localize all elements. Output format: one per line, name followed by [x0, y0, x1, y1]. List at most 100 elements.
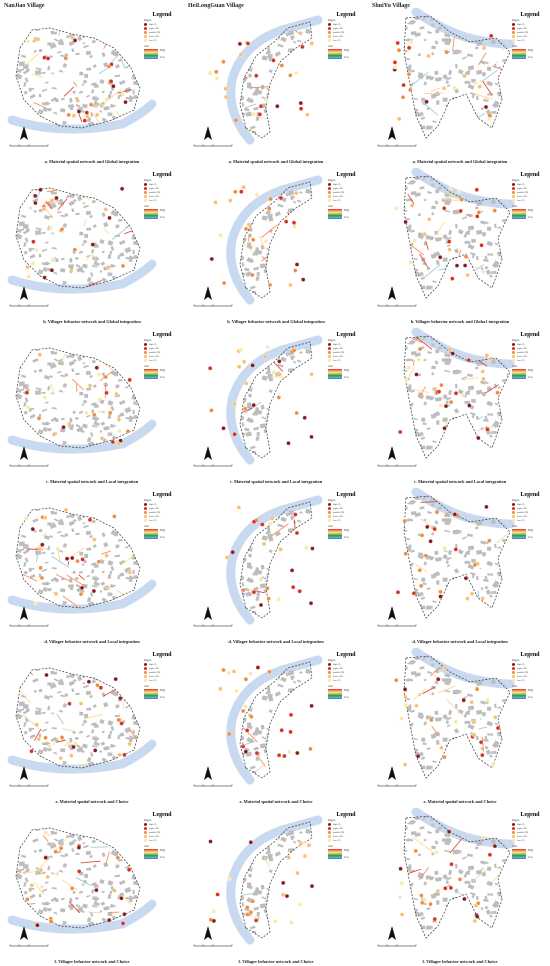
- building: [320, 404, 323, 407]
- degree-dot-icon: [144, 831, 147, 834]
- axis-color-ramp: [328, 849, 342, 859]
- building: [308, 758, 315, 765]
- axis-label: Axis: [144, 845, 180, 848]
- building: [492, 298, 496, 301]
- degree-node: [45, 673, 49, 677]
- legend-title: Legend: [144, 492, 180, 498]
- building: [474, 284, 478, 288]
- building: [275, 250, 280, 254]
- building: [244, 347, 248, 351]
- building: [409, 443, 413, 447]
- building: [399, 104, 405, 107]
- building: [266, 888, 269, 891]
- building: [390, 207, 394, 211]
- building: [211, 674, 215, 676]
- building: [89, 375, 92, 378]
- building: [147, 865, 152, 870]
- building: [406, 199, 409, 201]
- building: [48, 428, 52, 431]
- building: [53, 112, 57, 115]
- building: [103, 222, 109, 228]
- degree-node: [303, 416, 307, 420]
- building: [139, 443, 142, 447]
- degree-dot-icon: [512, 31, 515, 34]
- building: [460, 18, 464, 20]
- legend-item-label: lower (IV): [517, 35, 527, 38]
- panel-caption: b. Villager behavior network and Global …: [186, 319, 366, 324]
- building: [87, 663, 92, 667]
- degree-node: [482, 46, 486, 50]
- building: [320, 884, 323, 887]
- building: [203, 230, 206, 232]
- building: [269, 389, 273, 392]
- building: [261, 896, 266, 899]
- building: [335, 543, 341, 548]
- building: [25, 28, 30, 31]
- building: [24, 411, 27, 414]
- building: [262, 215, 268, 220]
- building: [44, 375, 50, 380]
- building: [115, 384, 120, 389]
- building: [50, 830, 54, 834]
- street-segment: [311, 896, 327, 903]
- building: [275, 730, 280, 734]
- building: [54, 336, 57, 340]
- building: [141, 285, 145, 289]
- street-segment: [295, 135, 304, 136]
- building: [333, 601, 338, 603]
- building: [94, 262, 100, 266]
- high-label: High: [528, 209, 533, 212]
- building: [147, 65, 152, 70]
- building: [108, 339, 114, 342]
- building: [86, 211, 91, 215]
- building: [143, 59, 146, 63]
- building: [516, 434, 519, 438]
- building: [308, 737, 311, 741]
- building: [285, 249, 290, 254]
- building: [442, 19, 448, 22]
- degree-dot-icon: [328, 35, 331, 38]
- building: [14, 447, 20, 453]
- building: [432, 440, 436, 443]
- degree-dot-icon: [328, 827, 331, 830]
- axis-label: Axis: [328, 365, 364, 368]
- low-label: Low: [344, 56, 349, 59]
- building: [213, 776, 218, 779]
- building: [504, 102, 510, 104]
- street-segment: [276, 732, 290, 733]
- building: [397, 300, 399, 304]
- building: [317, 292, 321, 295]
- building: [23, 224, 29, 229]
- building: [381, 408, 385, 411]
- street-segment: [104, 229, 110, 233]
- building: [76, 533, 80, 535]
- building: [199, 934, 205, 937]
- building: [285, 553, 291, 558]
- legend-item-label: low (V): [333, 359, 341, 362]
- legend-item-label: low (V): [333, 519, 341, 522]
- degree-dot-icon: [328, 351, 331, 354]
- degree-node: [442, 86, 446, 90]
- building: [149, 410, 152, 415]
- building: [301, 573, 303, 575]
- building: [257, 592, 260, 596]
- building: [87, 917, 91, 922]
- building: [13, 346, 16, 350]
- building: [51, 872, 54, 874]
- building: [116, 343, 119, 345]
- building: [138, 451, 142, 456]
- street-segment: [74, 17, 91, 23]
- building: [137, 532, 142, 536]
- building: [129, 609, 135, 612]
- building: [333, 281, 338, 283]
- degree-node: [462, 74, 466, 78]
- building: [16, 899, 19, 903]
- legend-item-label: low (V): [517, 199, 525, 202]
- degree-node: [478, 85, 482, 89]
- degree-node: [237, 506, 241, 510]
- building: [335, 881, 341, 884]
- degree-node: [118, 753, 122, 757]
- building: [92, 200, 96, 204]
